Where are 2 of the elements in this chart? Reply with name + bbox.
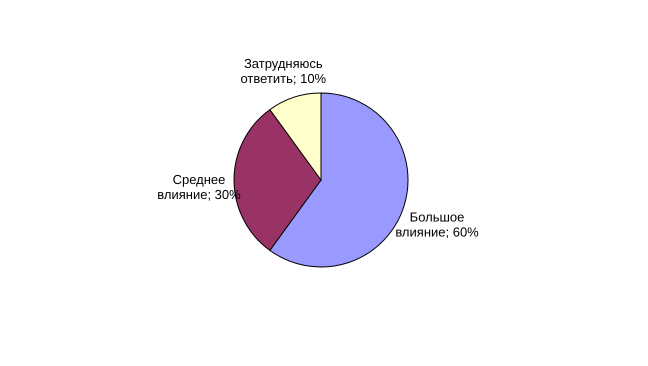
slice-label: Большое влияние; 60% (395, 210, 480, 240)
slice-label: Затрудняюсь ответить; 10% (240, 56, 327, 86)
